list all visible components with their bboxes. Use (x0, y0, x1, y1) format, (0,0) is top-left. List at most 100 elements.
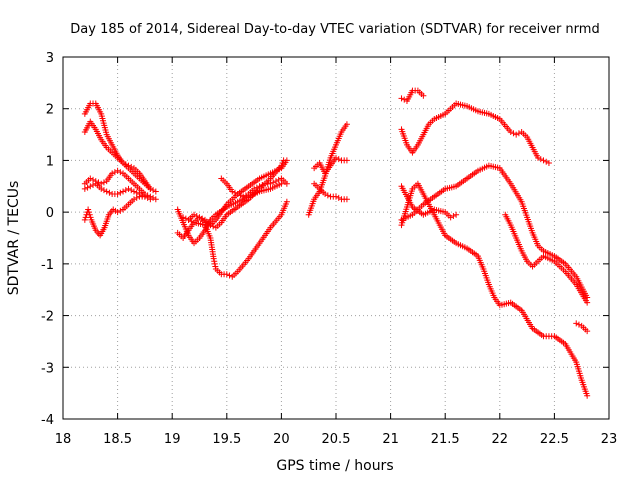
y-tick-label: 0 (46, 206, 54, 221)
data-point (125, 162, 132, 169)
x-tick-label: 18.5 (103, 432, 132, 447)
data-point (573, 320, 580, 327)
data-point (152, 188, 159, 195)
data-point (450, 213, 457, 220)
x-tick-label: 21.5 (431, 432, 460, 447)
data-point (545, 160, 552, 167)
x-tick-label: 23 (601, 432, 618, 447)
data-point (87, 214, 94, 221)
data-point (114, 209, 121, 216)
data-point (283, 157, 290, 164)
data-point (234, 191, 241, 198)
data-point (130, 196, 137, 203)
data-point (147, 185, 154, 192)
data-point (125, 185, 132, 192)
data-point (114, 191, 121, 198)
data-point (259, 181, 266, 188)
data-point (278, 180, 285, 187)
y-tick-labels: -4 -3 -2 -1 0 1 2 3 (41, 51, 54, 428)
data-point (256, 183, 263, 190)
data-point (152, 196, 159, 203)
data-point (231, 189, 238, 196)
data-point (240, 193, 247, 200)
data-point (133, 189, 140, 196)
y-tick-label: -3 (41, 361, 54, 376)
data-point (150, 194, 157, 201)
data-point (85, 206, 92, 213)
data-point (81, 216, 88, 223)
data-point (453, 211, 460, 218)
data-point (109, 170, 116, 177)
series-arc-b5 (218, 175, 290, 200)
data-point (510, 130, 517, 137)
data-point (343, 121, 350, 128)
data-point (212, 263, 219, 270)
data-point (283, 198, 290, 205)
x-tick-label: 18 (55, 432, 72, 447)
data-point (147, 196, 154, 203)
x-tick-labels: 18 18.5 19 19.5 20 20.5 21 21.5 22 22.5 23 (55, 432, 618, 447)
x-tick-label: 19 (164, 432, 181, 447)
data-point (229, 188, 236, 195)
data-point (283, 180, 290, 187)
x-axis-label: GPS time / hours (276, 458, 393, 474)
data-point (100, 187, 107, 194)
data-point (324, 192, 331, 199)
data-point (584, 392, 591, 399)
data-point (513, 131, 520, 138)
data-point (120, 188, 127, 195)
data-point (188, 218, 195, 225)
x-tick-label: 19.5 (212, 432, 241, 447)
data-point (87, 183, 94, 190)
series-arc-d6 (502, 211, 591, 306)
data-point (242, 192, 249, 199)
data-point (267, 180, 274, 187)
data-point (335, 156, 342, 163)
data-point (537, 156, 544, 163)
data-point (535, 154, 542, 161)
x-tick-label: 20.5 (322, 432, 351, 447)
data-point (398, 95, 405, 102)
y-tick-label: 3 (46, 51, 54, 66)
data-point (211, 260, 218, 267)
data-point (103, 188, 110, 195)
data-point (128, 163, 135, 170)
data-point (253, 184, 260, 191)
y-tick-label: -4 (41, 413, 54, 428)
data-point (98, 185, 105, 192)
y-tick-label: 1 (46, 154, 54, 169)
series-arc-a2 (81, 118, 154, 192)
data-point (447, 214, 454, 221)
series-arc-d5 (398, 162, 591, 301)
data-point (343, 157, 350, 164)
data-point (272, 178, 279, 185)
data-point (584, 299, 591, 306)
series-arc-c3 (311, 180, 350, 203)
x-tick-label: 22 (492, 432, 509, 447)
y-tick-label: -1 (41, 258, 54, 273)
data-point (117, 169, 124, 176)
data-point (420, 92, 427, 99)
data-point (211, 258, 218, 265)
y-axis-label: SDTVAR / TECUs (6, 181, 22, 296)
data-point (144, 194, 151, 201)
data-point (87, 175, 94, 182)
data-point (223, 271, 230, 278)
data-point (95, 179, 102, 186)
data-point (98, 180, 105, 187)
series-arc-d1 (398, 100, 552, 167)
x-tick-label: 21 (382, 432, 399, 447)
data-point (401, 96, 408, 103)
data-point (141, 193, 148, 200)
data-point (210, 255, 217, 262)
data-point (122, 161, 129, 168)
data-point (270, 179, 277, 186)
data-point (130, 188, 137, 195)
data-point (322, 191, 329, 198)
data-point (114, 167, 121, 174)
data-point (100, 179, 107, 186)
data-point (333, 154, 339, 161)
data-point (128, 187, 135, 194)
data-point (180, 214, 187, 221)
data-point (575, 321, 582, 328)
